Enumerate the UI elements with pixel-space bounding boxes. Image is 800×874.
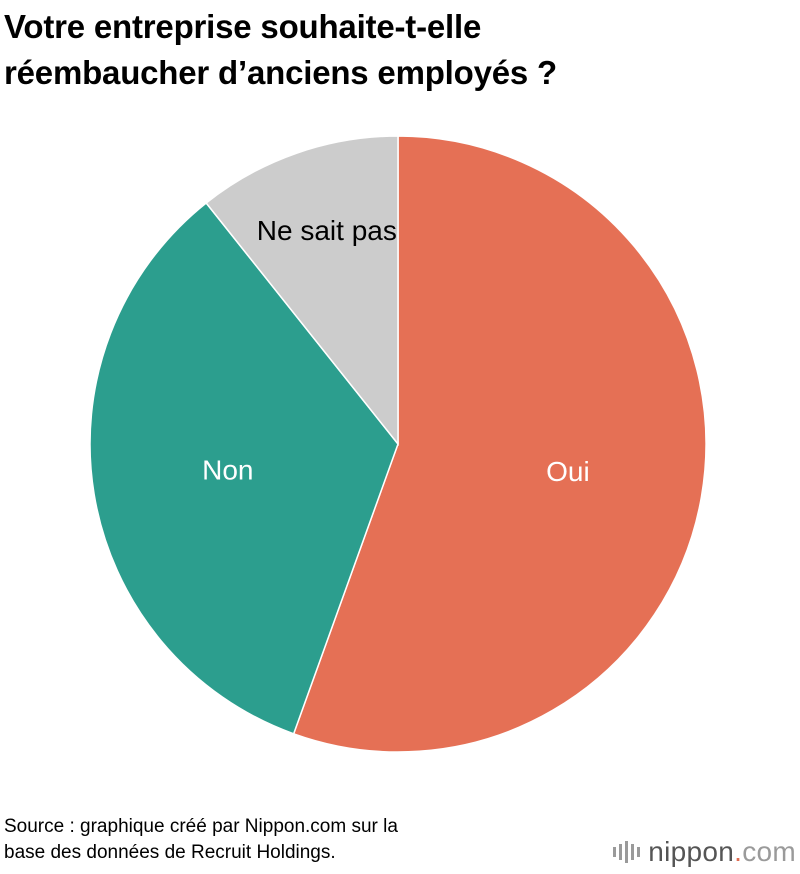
pie-slice-ne-sait-pas: [205, 135, 399, 447]
pie-slice-oui: [292, 135, 707, 753]
logo-dot: .: [734, 836, 743, 867]
logo-bars-icon: [613, 841, 641, 863]
source-line-2: base des données de Recruit Holdings.: [4, 842, 336, 863]
pie-slice-non: [89, 201, 399, 735]
pie-labels: Oui Non Ne sait pas: [202, 215, 590, 487]
logo-tld: com: [742, 836, 796, 867]
pie-label-ne-sait-pas: Ne sait pas: [257, 215, 397, 246]
chart-title: Votre entreprise souhaite-t-elle réembau…: [4, 4, 794, 96]
chart-title-line-1: Votre entreprise souhaite-t-elle: [4, 8, 482, 45]
logo-name: nippon: [648, 836, 735, 867]
pie-label-non: Non: [202, 454, 253, 485]
chart-title-line-2: réembaucher d’anciens employés ?: [4, 54, 557, 91]
pie-slices: [89, 135, 707, 753]
source-line-1: Source : graphique créé par Nippon.com s…: [4, 816, 398, 837]
source-note: Source : graphique créé par Nippon.com s…: [4, 814, 564, 866]
nippon-logo: nippon. com: [613, 832, 796, 872]
pie-label-oui: Oui: [546, 456, 590, 487]
